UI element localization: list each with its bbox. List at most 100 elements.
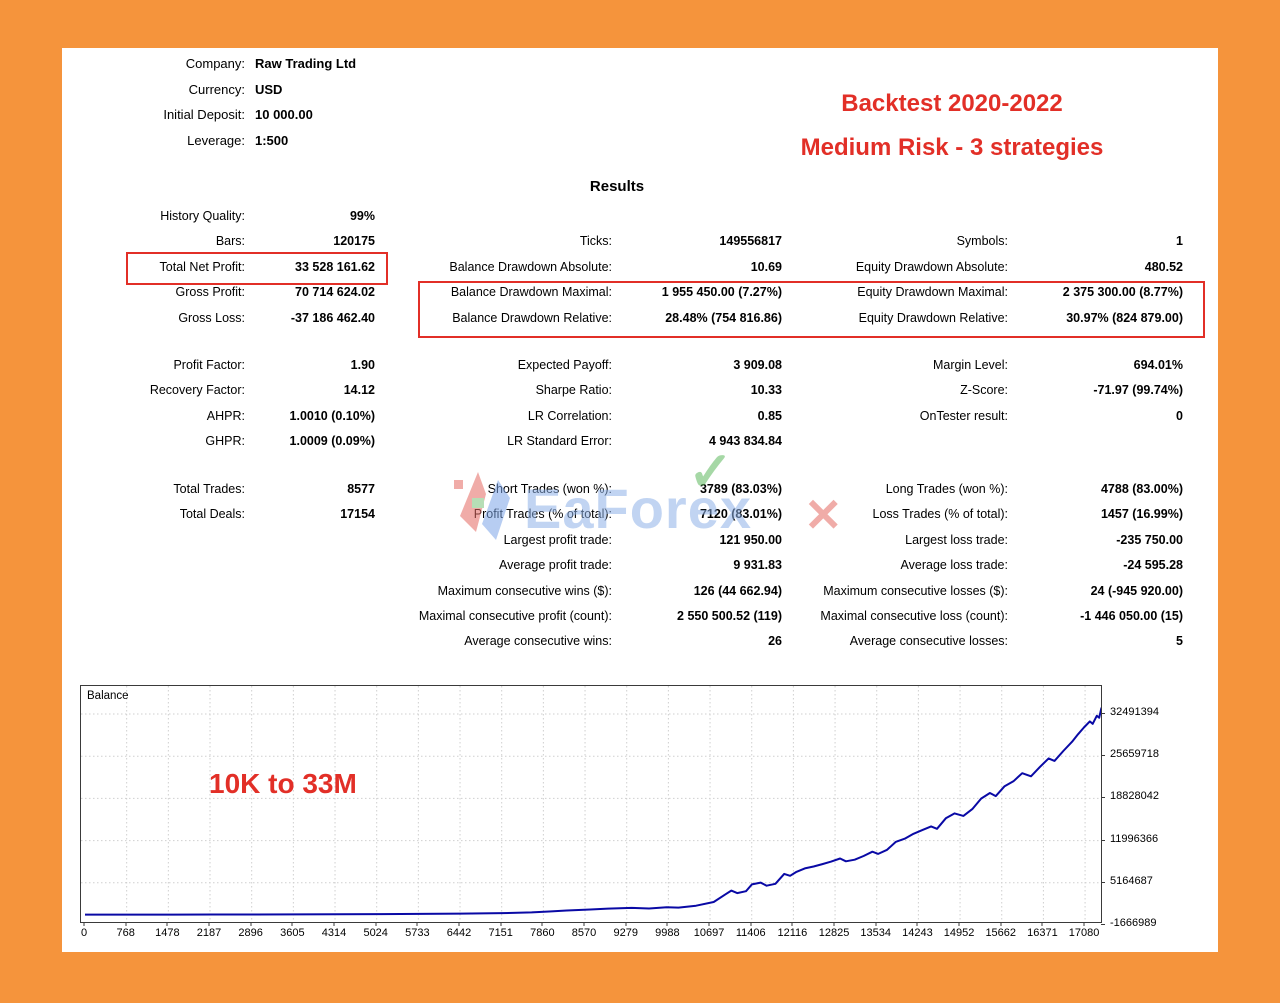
- stat-label: [375, 204, 612, 229]
- stat-value: 5: [1176, 634, 1183, 649]
- y-tick-label: 11996366: [1110, 832, 1159, 845]
- stat-value: [245, 553, 375, 578]
- stat-value: [612, 204, 782, 229]
- stat-row: Average profit trade: 9 931.83 Average los…: [62, 553, 1183, 578]
- x-tick-mark: [625, 922, 627, 926]
- chart-series-label: Balance: [87, 690, 129, 702]
- y-tick-mark: [1101, 797, 1105, 799]
- net-profit-highlight-box: [126, 252, 388, 285]
- header-field-label: Initial Deposit:: [163, 107, 245, 123]
- header-field-label: Currency:: [188, 81, 245, 97]
- x-tick-label: 5024: [363, 927, 388, 939]
- stat-value: 99%: [349, 209, 375, 223]
- x-tick-mark: [83, 922, 85, 926]
- stat-label: Average consecutive losses:: [849, 634, 1008, 649]
- stat-value: 9 931.83: [733, 558, 782, 573]
- y-axis-labels: 32491394 25659718 18828042 11996366 5164687 -…: [1101, 685, 1218, 950]
- stat-label: Maximal consecutive loss (count):: [820, 608, 1008, 623]
- x-tick-mark: [666, 922, 668, 926]
- stat-value: 8577: [347, 482, 375, 496]
- header-field-row: Currency: USD: [62, 77, 482, 103]
- stat-label: Sharpe Ratio:: [535, 383, 612, 398]
- stat-label: [62, 553, 245, 578]
- stat-value: 480.52: [1144, 259, 1183, 274]
- x-tick-label: 4314: [321, 927, 347, 939]
- stat-value: -37 186 462.40: [290, 310, 375, 325]
- stat-row: GHPR: 1.0009 (0.09%) LR Standard Error: 4 9…: [62, 429, 1183, 454]
- y-tick-label: -1666989: [1110, 917, 1157, 929]
- x-tick-mark: [291, 922, 293, 926]
- results-title: Results: [589, 178, 645, 195]
- stat-row: Maximum consecutive wins ($): 126 (44 662…: [62, 579, 1183, 604]
- stat-label: Expected Payoff:: [517, 358, 612, 372]
- stat-value: 2 550 500.52 (119): [677, 608, 782, 623]
- y-tick-label: 25659718: [1110, 748, 1159, 761]
- stat-value: 1.90: [350, 358, 375, 372]
- stat-label: AHPR:: [206, 408, 245, 423]
- stat-label: Profit Factor:: [173, 358, 245, 372]
- y-tick-mark: [1101, 924, 1105, 925]
- header-field-row: Leverage: 1:500: [62, 128, 482, 154]
- account-header: Company: Raw Trading Ltd Currency: USD Initi…: [62, 51, 482, 153]
- y-tick-mark: [1101, 881, 1105, 883]
- stat-value: 70 714 624.02: [295, 285, 375, 300]
- header-field-value: 10 000.00: [255, 107, 313, 123]
- stat-row: Bars: 120175 Ticks: 149556817 Symbols: 1: [62, 229, 1183, 254]
- backtest-banner: Backtest 2020-2022 Medium Risk - 3 strat…: [717, 90, 1187, 162]
- x-tick-mark: [958, 922, 960, 926]
- stat-label: Total Net Profit:: [159, 259, 245, 274]
- stat-row: Maximal consecutive profit (count): 2 550…: [62, 604, 1183, 629]
- x-tick-label: 2187: [196, 927, 222, 939]
- stat-label: Short Trades (won %):: [487, 482, 612, 496]
- x-tick-label: 1478: [155, 927, 180, 939]
- stat-value: -1 446 050.00 (15): [1080, 608, 1183, 623]
- report-page: Company: Raw Trading Ltd Currency: USD Initi…: [62, 48, 1218, 952]
- stat-label: Total Trades:: [173, 482, 245, 496]
- stat-row: Recovery Factor: 14.12 Sharpe Ratio: 10.33 Z…: [62, 378, 1183, 403]
- header-field-row: Company: Raw Trading Ltd: [62, 51, 482, 77]
- stat-block: Total Trades: 8577 Short Trades (won %): 37…: [62, 477, 1183, 655]
- stat-value: 28.48% (754 816.86): [665, 310, 782, 325]
- x-tick-label: 17080: [1068, 927, 1100, 939]
- chart-plot-area: Balance 10K to 33M: [80, 685, 1102, 923]
- x-tick-mark: [500, 922, 502, 926]
- stat-value: -71.97 (99.74%): [1093, 383, 1183, 398]
- stat-row: Average consecutive wins: 26 Average conse…: [62, 629, 1183, 654]
- header-field-value: 1:500: [255, 132, 289, 148]
- stat-block: History Quality: 99% Bars: 120175 Ticks: 1495…: [62, 204, 1183, 331]
- stat-value: 1: [1176, 234, 1183, 249]
- x-tick-label: 11406: [735, 927, 766, 939]
- stat-label: [782, 429, 1008, 454]
- x-tick-mark: [750, 922, 752, 926]
- stat-label: Profit Trades (% of total):: [473, 507, 612, 522]
- x-tick-label: 12825: [818, 927, 850, 939]
- stat-label: Gross Loss:: [178, 310, 245, 325]
- x-tick-label: 5733: [405, 927, 430, 939]
- stat-label: Balance Drawdown Relative:: [452, 310, 612, 325]
- x-tick-label: 7151: [488, 927, 513, 939]
- x-tick-label: 7860: [530, 927, 555, 939]
- x-tick-mark: [791, 922, 793, 926]
- stat-row: Total Net Profit: 33 528 161.62 Balance Dr…: [62, 255, 1183, 280]
- stat-value: 121 950.00: [719, 532, 782, 547]
- y-tick-mark: [1101, 755, 1105, 757]
- y-tick-mark: [1101, 713, 1105, 714]
- x-tick-label: 8570: [571, 927, 597, 939]
- stat-value: [245, 579, 375, 604]
- stat-label: Largest loss trade:: [905, 532, 1008, 547]
- x-tick-mark: [1041, 922, 1043, 926]
- stat-label: Largest profit trade:: [503, 532, 612, 547]
- y-tick-mark: [1101, 839, 1105, 841]
- stat-label: [62, 528, 245, 553]
- stat-label: Equity Drawdown Maximal:: [857, 285, 1008, 300]
- x-axis-labels: 0 768 1478 2187 2896 3605 4314 5024 5733 6442 7151…: [80, 922, 1100, 943]
- stat-value: 14.12: [343, 383, 375, 398]
- stat-value: [245, 629, 375, 654]
- header-field-row: Initial Deposit: 10 000.00: [62, 102, 482, 128]
- stat-label: Margin Level:: [932, 358, 1008, 372]
- stat-label: Loss Trades (% of total):: [872, 507, 1008, 522]
- stat-row: Gross Profit: 70 714 624.02 Balance Drawdo…: [62, 280, 1183, 305]
- x-tick-mark: [416, 922, 418, 926]
- x-tick-label: 10697: [693, 927, 725, 939]
